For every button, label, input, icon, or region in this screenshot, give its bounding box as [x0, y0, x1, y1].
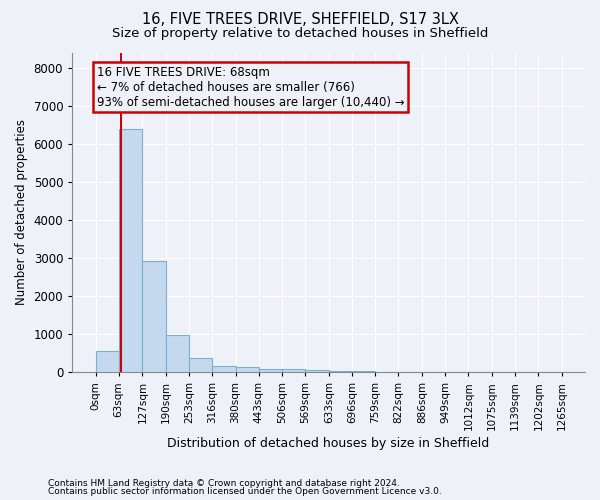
Text: 16 FIVE TREES DRIVE: 68sqm
← 7% of detached houses are smaller (766)
93% of semi: 16 FIVE TREES DRIVE: 68sqm ← 7% of detac…: [97, 66, 404, 109]
Bar: [142, 260, 166, 372]
Bar: [189, 358, 212, 372]
Bar: [259, 369, 282, 372]
X-axis label: Distribution of detached houses by size in Sheffield: Distribution of detached houses by size …: [167, 437, 490, 450]
Bar: [305, 370, 329, 372]
Text: Size of property relative to detached houses in Sheffield: Size of property relative to detached ho…: [112, 28, 488, 40]
Bar: [166, 336, 189, 372]
Bar: [212, 366, 236, 372]
Bar: [329, 371, 352, 372]
Text: 16, FIVE TREES DRIVE, SHEFFIELD, S17 3LX: 16, FIVE TREES DRIVE, SHEFFIELD, S17 3LX: [142, 12, 458, 28]
Bar: [95, 350, 119, 372]
Y-axis label: Number of detached properties: Number of detached properties: [15, 120, 28, 306]
Text: Contains public sector information licensed under the Open Government Licence v3: Contains public sector information licen…: [48, 487, 442, 496]
Bar: [282, 369, 305, 372]
Bar: [236, 368, 259, 372]
Bar: [352, 371, 375, 372]
Text: Contains HM Land Registry data © Crown copyright and database right 2024.: Contains HM Land Registry data © Crown c…: [48, 478, 400, 488]
Bar: [119, 130, 142, 372]
